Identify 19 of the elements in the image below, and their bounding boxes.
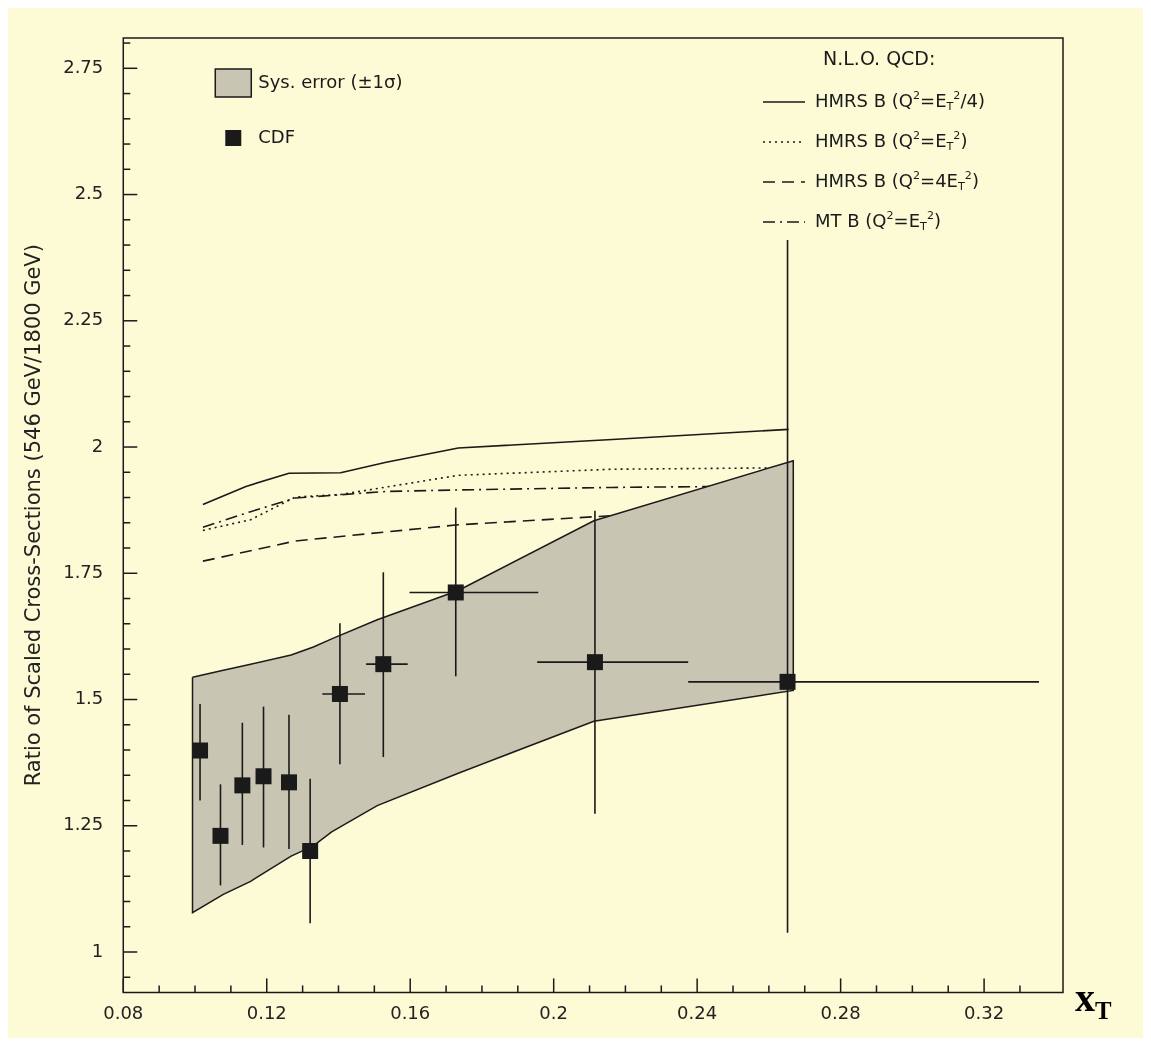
legend-title: N.L.O. QCD:	[823, 46, 936, 69]
y-tick-label: 1.5	[74, 687, 104, 709]
x-tick-label: 0.24	[677, 1001, 718, 1023]
y-tick-label: 2.25	[63, 308, 104, 330]
x-tick-label: 0.12	[246, 1001, 287, 1023]
y-tick-label: 1.75	[63, 560, 104, 582]
x-tick-label: 0.2	[539, 1001, 569, 1023]
x-tick-label: 0.32	[964, 1001, 1005, 1023]
x-tick-label: 0.08	[103, 1001, 144, 1023]
legend-label: Sys. error (±1σ)	[258, 70, 403, 92]
x-tick-label: 0.28	[820, 1001, 861, 1023]
y-axis-title: Ratio of Scaled Cross-Sections (546 GeV/1800 GeV)	[21, 244, 46, 787]
y-tick-label: 2.75	[63, 55, 104, 77]
y-tick-label: 2	[91, 434, 104, 456]
y-tick-label: 1.25	[63, 813, 104, 835]
y-tick-label: 1	[91, 939, 104, 961]
x-tick-label: 0.16	[390, 1001, 431, 1023]
legend-label: CDF	[258, 125, 296, 147]
y-tick-label: 2.5	[74, 182, 104, 204]
